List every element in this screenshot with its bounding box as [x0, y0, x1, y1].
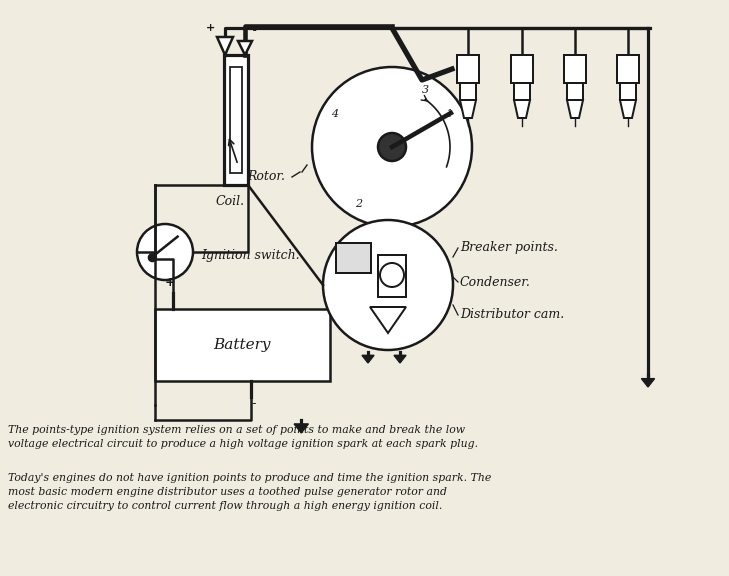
Text: -: -	[252, 24, 259, 37]
Text: The points-type ignition system relies on a set of points to make and break the : The points-type ignition system relies o…	[8, 425, 478, 449]
Bar	[567, 83, 583, 100]
Text: Ignition switch.: Ignition switch.	[201, 248, 300, 262]
Bar	[224, 55, 248, 185]
Text: Battery: Battery	[214, 338, 270, 352]
Circle shape	[137, 224, 193, 280]
Bar	[336, 243, 371, 273]
Text: 2: 2	[356, 199, 362, 209]
Text: Coil.: Coil.	[216, 195, 245, 208]
Text: 3: 3	[421, 85, 429, 95]
Text: 4: 4	[331, 109, 338, 119]
Circle shape	[323, 220, 453, 350]
Polygon shape	[370, 307, 406, 333]
Bar	[460, 83, 476, 100]
Bar	[155, 309, 330, 381]
Bar	[378, 255, 406, 297]
Polygon shape	[238, 41, 252, 55]
Circle shape	[380, 263, 404, 287]
Text: Distributor cam.: Distributor cam.	[460, 309, 564, 321]
Polygon shape	[514, 100, 530, 118]
Text: Rotor.: Rotor.	[247, 170, 285, 184]
Text: 1: 1	[445, 109, 453, 119]
Polygon shape	[567, 100, 583, 118]
Bar	[620, 83, 636, 100]
Bar	[514, 83, 530, 100]
Polygon shape	[620, 100, 636, 118]
Bar	[564, 55, 586, 83]
Bar	[511, 55, 533, 83]
Bar	[230, 67, 242, 173]
Polygon shape	[294, 424, 308, 433]
Bar	[457, 55, 479, 83]
Circle shape	[149, 253, 157, 262]
Text: +: +	[165, 276, 175, 289]
Text: Condenser.: Condenser.	[460, 275, 531, 289]
Text: -: -	[251, 397, 255, 410]
Polygon shape	[460, 100, 476, 118]
Text: Today's engines do not have ignition points to produce and time the ignition spa: Today's engines do not have ignition poi…	[8, 473, 491, 511]
Polygon shape	[217, 37, 233, 55]
Circle shape	[378, 133, 406, 161]
Polygon shape	[362, 355, 374, 363]
Text: Breaker points.: Breaker points.	[460, 241, 558, 255]
Polygon shape	[642, 378, 655, 387]
Bar	[617, 55, 639, 83]
Text: +: +	[206, 23, 216, 33]
Circle shape	[312, 67, 472, 227]
Polygon shape	[394, 355, 406, 363]
